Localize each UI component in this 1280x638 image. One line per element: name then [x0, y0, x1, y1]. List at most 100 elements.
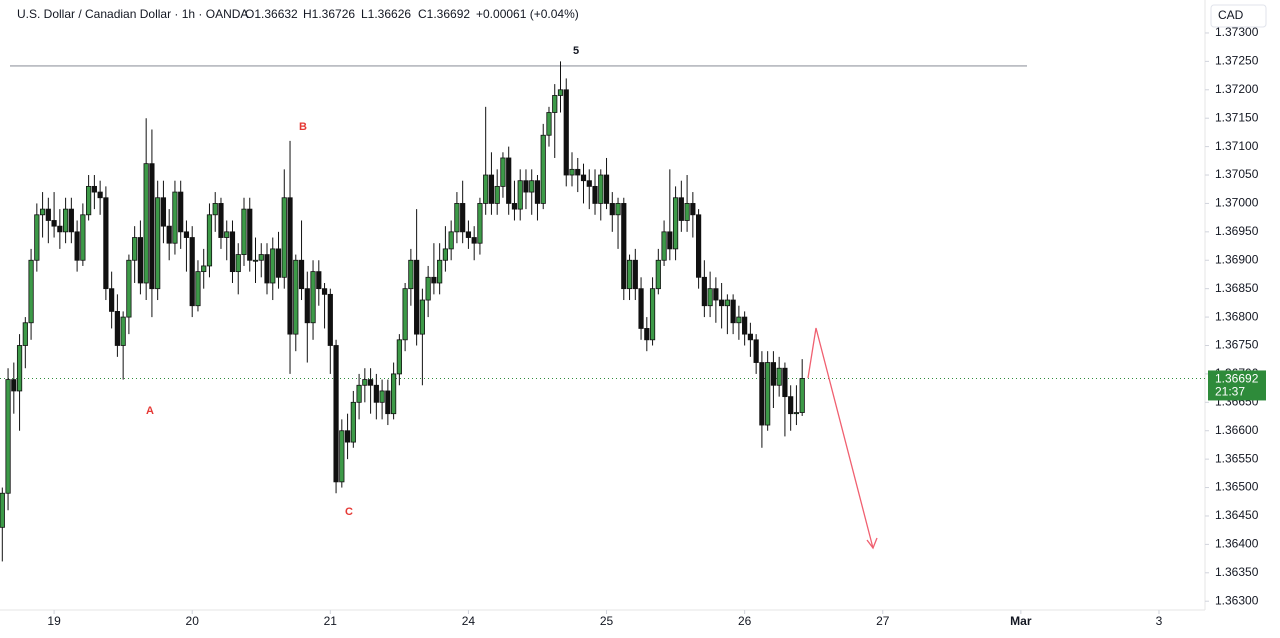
candle-body [442, 248, 449, 261]
candle-body [385, 390, 391, 415]
candle-body [736, 316, 742, 324]
candle-body [793, 412, 800, 415]
candle-body [80, 214, 86, 261]
plot [0, 61, 1205, 562]
candle-body [189, 237, 195, 307]
x-tick-label: 3 [1156, 614, 1163, 628]
candle-body [114, 310, 120, 346]
candle-body [580, 174, 587, 182]
x-tick-label: 19 [47, 614, 61, 628]
candle-body [224, 231, 230, 238]
candle-body [28, 259, 34, 324]
candle-body [86, 185, 92, 216]
candle-body [109, 288, 115, 312]
candle-body [218, 203, 224, 238]
candle-body [270, 248, 276, 284]
candle-body [707, 288, 713, 307]
candle-body [557, 89, 564, 96]
candle-body [63, 208, 69, 233]
candle-body [770, 362, 777, 386]
candle-body [166, 225, 172, 244]
candle-body [425, 276, 431, 301]
candle-body [477, 203, 483, 244]
x-tick-label: 21 [324, 614, 338, 628]
ohlc-low: L1.36626 [361, 7, 411, 21]
y-tick-label: 1.36600 [1215, 423, 1259, 437]
candle-body [690, 203, 696, 216]
candle-body [155, 197, 161, 290]
candle-body [333, 345, 339, 483]
candle-body [506, 157, 512, 204]
candle-body [74, 231, 80, 261]
candle-body [759, 362, 765, 426]
candle-body [212, 203, 218, 216]
wave-label: 5 [573, 45, 579, 57]
wave-label: B [299, 121, 307, 133]
candle-body [592, 185, 598, 204]
candle-body [103, 197, 109, 290]
candle-body [195, 271, 201, 307]
candle-body [379, 390, 385, 403]
candle-body [235, 254, 241, 273]
candle-body [776, 367, 782, 386]
currency-box[interactable] [1210, 4, 1267, 28]
x-tick-label: Mar [1010, 614, 1032, 628]
candle-body [655, 259, 661, 290]
candle-body [68, 208, 74, 233]
arrow-head [866, 537, 878, 550]
candle-body [258, 254, 264, 261]
candle-body [178, 191, 184, 233]
candle-body [362, 379, 368, 386]
candle-body [799, 378, 805, 413]
wave-label: C [345, 506, 353, 518]
candle-body [367, 379, 374, 386]
candle-body [5, 379, 11, 494]
price-box-label: 1.36692 [1215, 372, 1259, 386]
candle-body [356, 384, 362, 403]
candle-body [678, 197, 684, 221]
candle-body [753, 339, 759, 363]
candle-body [172, 191, 178, 244]
candle-body [143, 163, 149, 284]
candle-body [149, 163, 155, 290]
candle-body [488, 174, 495, 204]
candle-body [304, 288, 310, 324]
candle-body [644, 328, 650, 341]
candle-body [437, 259, 443, 284]
candle-body [632, 259, 638, 290]
candle-body [724, 299, 730, 307]
candle-body [460, 203, 466, 233]
x-tick-label: 26 [738, 614, 752, 628]
y-tick-label: 1.36750 [1215, 338, 1259, 352]
y-tick-label: 1.36400 [1215, 537, 1259, 551]
y-tick-label: 1.36450 [1215, 508, 1259, 522]
y-tick-label: 1.37300 [1215, 25, 1259, 39]
candle-body [500, 157, 506, 187]
candle-body [454, 203, 460, 233]
candle-body [327, 293, 333, 346]
candle-body [638, 288, 644, 329]
ohlc-close: C1.36692 [418, 7, 470, 21]
y-tick-label: 1.36900 [1215, 252, 1259, 266]
candle-body [281, 197, 287, 278]
y-tick-label: 1.37150 [1215, 110, 1259, 124]
y-tick-label: 1.36850 [1215, 281, 1259, 295]
candle-body [11, 379, 17, 392]
candle-body [287, 197, 293, 335]
x-tick-label: 25 [600, 614, 614, 628]
candle-body [229, 231, 236, 273]
candle-body [126, 259, 132, 318]
candle-body [569, 168, 575, 176]
candle-body [546, 112, 552, 136]
currency: CAD [1218, 8, 1244, 22]
x-tick-label: 20 [186, 614, 200, 628]
candle-body [615, 203, 621, 216]
y-tick-label: 1.36550 [1215, 451, 1259, 465]
candle-body [494, 185, 500, 204]
candle-body [684, 203, 690, 221]
candle-body [321, 288, 328, 295]
candle-body [51, 220, 57, 227]
candle-body [552, 95, 558, 113]
candle-body [120, 316, 126, 346]
